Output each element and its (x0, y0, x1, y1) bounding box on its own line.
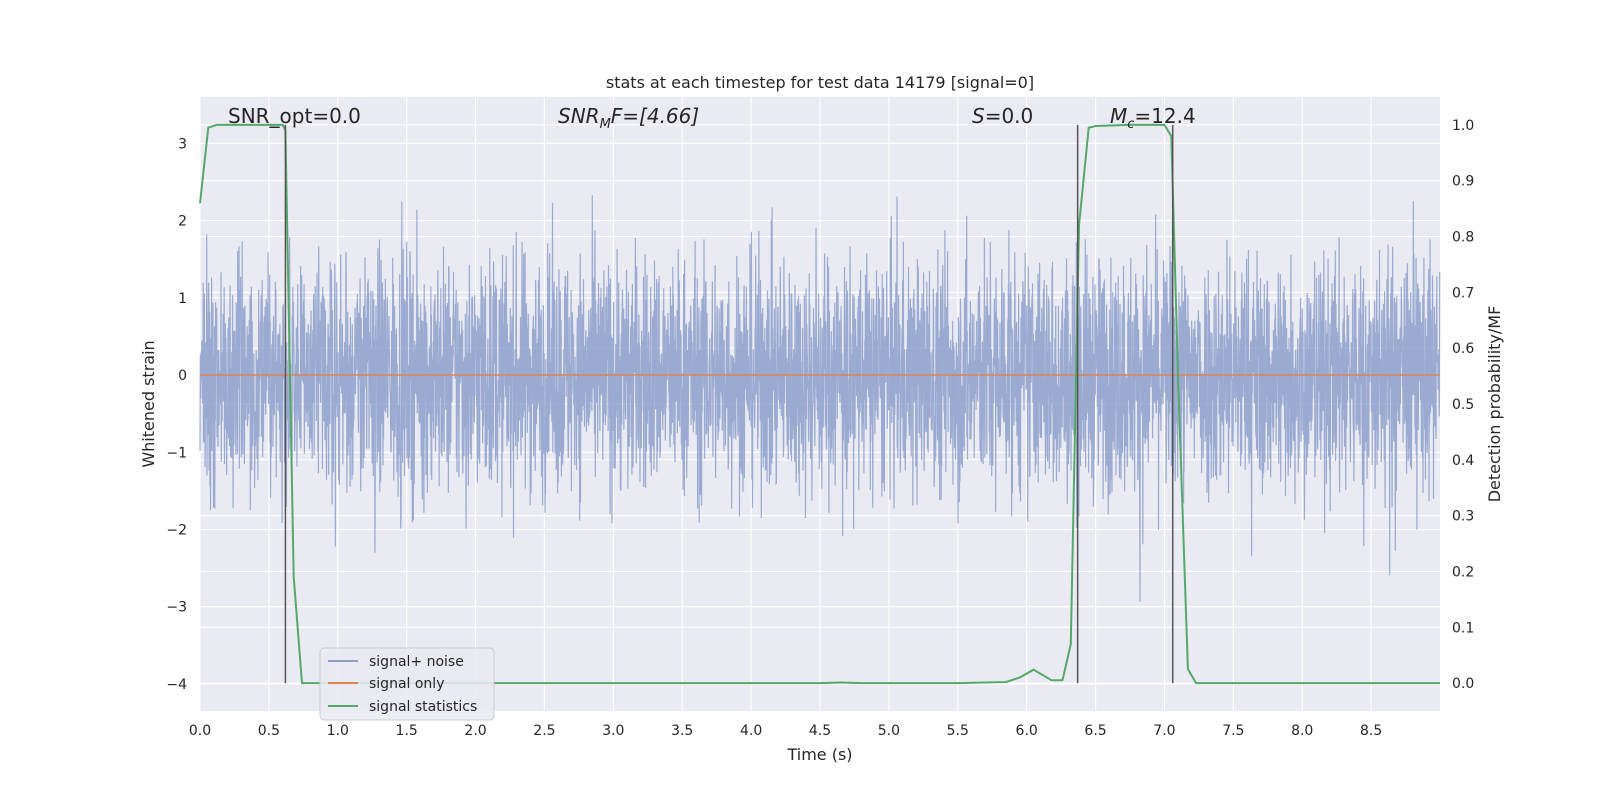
y-tick-labels: 3 2 1 0 −1 −2 −3 −4 (166, 136, 187, 693)
legend-label-signal-noise: signal+ noise (369, 654, 464, 670)
y2-tick-label: 0.4 (1452, 453, 1474, 469)
chart-title: stats at each timestep for test data 141… (606, 73, 1034, 92)
y2-axis-label: Detection probability/MF (1485, 306, 1504, 503)
mc-base: M (1110, 104, 1127, 128)
x-tick-label: 3.5 (671, 723, 693, 739)
mc-rest: =12.4 (1134, 104, 1195, 128)
y2-tick-label: 0.0 (1452, 676, 1474, 692)
legend: signal+ noise signal only signal statist… (319, 647, 495, 721)
y2-tick-labels: 1.0 0.9 0.8 0.7 0.6 0.5 0.4 0.3 0.2 0.1 0.0 (1452, 118, 1474, 692)
x-tick-label: 5.5 (947, 723, 969, 739)
x-tick-label: 1.5 (396, 723, 418, 739)
x-tick-label: 8.5 (1360, 723, 1382, 739)
x-tick-label: 8.0 (1291, 723, 1313, 739)
x-tick-label: 7.5 (1222, 723, 1244, 739)
y2-tick-label: 0.3 (1452, 509, 1474, 525)
x-tick-labels: 0.0 0.5 1.0 1.5 2.0 2.5 3.0 3.5 4.0 4.5 5.0 5.5 6.0 6… (189, 723, 1382, 739)
x-tick-label: 4.5 (809, 723, 831, 739)
y2-tick-label: 0.5 (1452, 397, 1474, 413)
annotation-mc: Mc=12.4 (1110, 104, 1196, 132)
x-tick-label: 6.0 (1016, 723, 1038, 739)
y-tick-label: −2 (166, 523, 187, 539)
y-tick-label: −4 (166, 677, 187, 693)
y2-tick-label: 0.6 (1452, 341, 1474, 357)
y2-tick-label: 0.7 (1452, 285, 1474, 301)
mc-sub: c (1127, 117, 1134, 132)
y2-tick-label: 0.1 (1452, 620, 1474, 636)
x-tick-label: 3.0 (602, 723, 624, 739)
annotation-snr-mf: SNRMF=[4.66] (558, 104, 699, 132)
vertical-markers (284, 124, 1174, 684)
s-rest: =0.0 (985, 104, 1034, 128)
y-tick-label: 2 (178, 214, 187, 230)
snr-mf-base: SNR (558, 104, 600, 128)
y2-tick-label: 0.8 (1452, 230, 1474, 246)
x-tick-label: 0.5 (258, 723, 280, 739)
annotation-s: S=0.0 (972, 104, 1033, 128)
x-tick-label: 2.0 (464, 723, 486, 739)
x-tick-label: 2.5 (533, 723, 555, 739)
x-tick-label: 5.0 (878, 723, 900, 739)
legend-box (319, 647, 495, 721)
x-tick-label: 6.5 (1084, 723, 1106, 739)
y-tick-label: 3 (178, 136, 187, 152)
y-axis-label: Whitened strain (139, 340, 158, 467)
y2-tick-label: 0.9 (1452, 174, 1474, 190)
s-italic: S (972, 104, 985, 128)
x-axis-label: Time (s) (786, 745, 852, 764)
signal-noise-series (199, 195, 1441, 602)
snr-mf-rest: F=[4.66] (611, 104, 699, 128)
y-tick-label: −3 (166, 600, 187, 616)
x-tick-label: 0.0 (189, 723, 211, 739)
x-tick-label: 7.0 (1153, 723, 1175, 739)
x-tick-label: 4.0 (740, 723, 762, 739)
annotation-snr-opt: SNR_opt=0.0 (228, 104, 361, 128)
legend-label-signal-statistics: signal statistics (369, 699, 477, 715)
y-tick-label: 0 (178, 368, 187, 384)
y-tick-label: 1 (178, 291, 187, 307)
legend-label-signal-only: signal only (369, 676, 444, 692)
y2-tick-label: 1.0 (1452, 118, 1474, 134)
y2-tick-label: 0.2 (1452, 564, 1474, 580)
y-tick-label: −1 (166, 445, 187, 461)
signal-noise-line (199, 195, 1441, 602)
x-tick-label: 1.0 (327, 723, 349, 739)
snr-mf-sub: M (600, 117, 611, 132)
